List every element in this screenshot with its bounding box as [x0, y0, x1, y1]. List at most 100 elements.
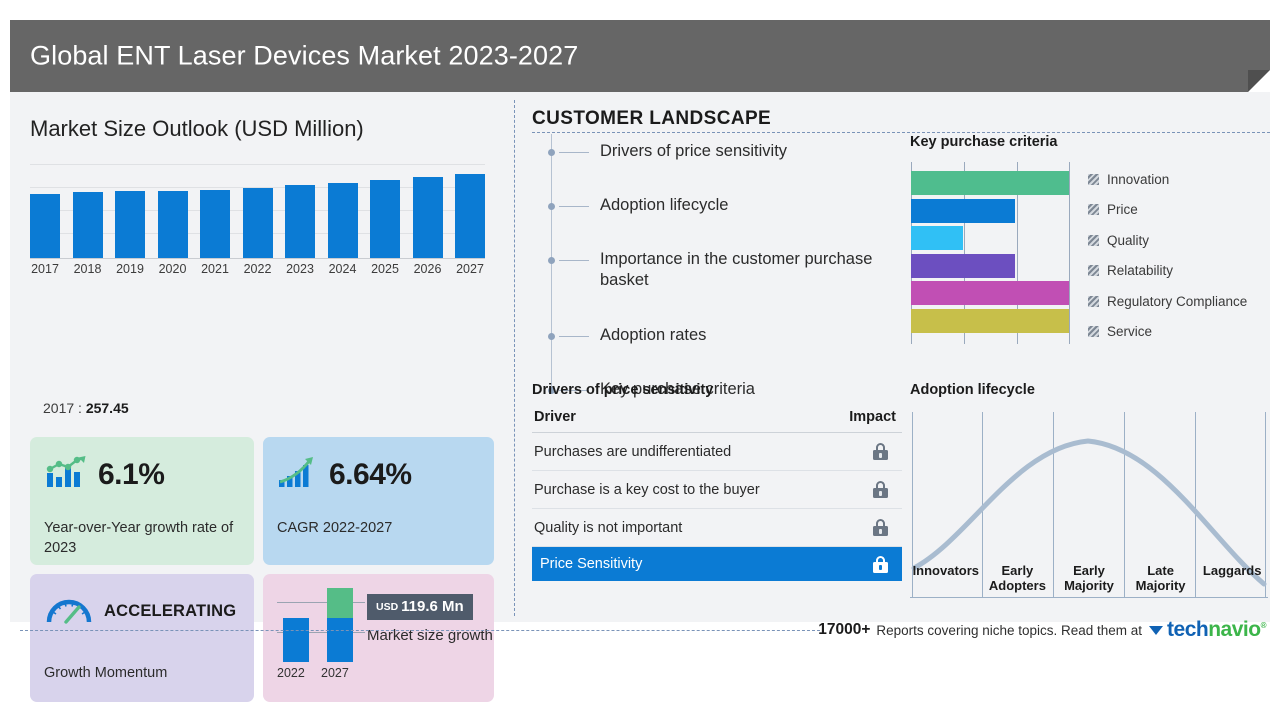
customer-landscape-title: CUSTOMER LANDSCAPE	[532, 108, 772, 129]
hatch-swatch-icon	[1088, 204, 1099, 216]
drivers-table-row[interactable]: Price Sensitivity	[532, 547, 902, 581]
list-bullet-dot	[547, 333, 555, 340]
kpc-legend-label: Regulatory Compliance	[1107, 293, 1248, 309]
lock-icon	[873, 481, 888, 498]
market-size-year-label: 2024	[328, 262, 357, 276]
list-connector-line	[559, 260, 589, 261]
yoy-stat-value: 6.1%	[98, 457, 165, 491]
bar-line-growth-icon	[44, 455, 88, 494]
drivers-table: Driver Impact Purchases are undifferenti…	[532, 409, 902, 581]
drivers-table-row[interactable]: Quality is not important	[532, 509, 902, 547]
list-bullet-dot	[547, 203, 555, 210]
adoption-stage-label: Innovators	[912, 563, 980, 579]
hatch-swatch-icon	[1088, 326, 1099, 338]
landscape-list-item[interactable]: Importance in the customer purchase bask…	[547, 246, 911, 306]
market-size-year-label: 2018	[73, 262, 102, 276]
adoption-stage-label: Late Majority	[1135, 563, 1186, 594]
market-growth-bars-icon: 2022 2027	[277, 588, 365, 680]
hatch-swatch-icon	[1088, 295, 1099, 307]
page-title: Global ENT Laser Devices Market 2023-202…	[30, 40, 579, 71]
landscape-list-item[interactable]: Key purchase criteria	[547, 376, 911, 414]
market-size-bar	[115, 190, 145, 258]
customer-landscape-list: Drivers of price sensitivity Adoption lif…	[547, 138, 911, 430]
market-size-year-label: 2027	[456, 262, 484, 276]
landscape-list-item[interactable]: Adoption lifecycle	[547, 192, 911, 230]
list-connector-line	[559, 152, 589, 153]
market-size-annotation: 2017 : 257.45	[43, 400, 129, 416]
annotation-value: 257.45	[85, 400, 129, 416]
yoy-caption: Year-over-Year growth rate of 2023	[44, 520, 234, 556]
kpc-legend-item: Relatability	[1088, 256, 1268, 287]
market-size-bar	[157, 191, 188, 258]
kpc-legend-label: Service	[1107, 324, 1153, 340]
kpc-legend-label: Relatability	[1107, 263, 1174, 279]
market-size-bar	[72, 192, 103, 258]
hatch-swatch-icon	[1088, 234, 1099, 246]
logo-navio: navio	[1208, 618, 1261, 641]
kpc-legend-item: Price	[1088, 195, 1268, 226]
bar-arrow-growth-icon	[277, 455, 319, 494]
technavio-mark-icon	[1149, 626, 1164, 635]
list-connector-line	[559, 336, 589, 337]
kpc-legend: Innovation Price Quality Relatability Regula…	[1088, 164, 1268, 347]
market-size-bar	[30, 194, 60, 258]
adoption-stage-label: Early Majority	[1064, 563, 1114, 594]
header-banner: Global ENT Laser Devices Market 2023-202…	[10, 20, 1270, 92]
market-size-year-label: 2025	[371, 262, 399, 276]
kpc-bar	[911, 171, 1069, 195]
badge-amount: 119.6 Mn	[401, 598, 464, 615]
drivers-table-header: Driver Impact	[532, 409, 902, 433]
list-bullet-dot	[547, 387, 555, 394]
drivers-table-row[interactable]: Purchase is a key cost to the buyer	[532, 471, 902, 509]
footer-text: Reports covering niche topics. Read them…	[876, 622, 1143, 638]
footer: 17000+ Reports covering niche topics. Re…	[818, 618, 1266, 642]
hatch-swatch-icon	[1088, 265, 1099, 277]
adoption-title: Adoption lifecycle	[910, 382, 1035, 398]
hatch-swatch-icon	[1088, 173, 1099, 185]
kpc-legend-item: Regulatory Compliance	[1088, 286, 1268, 317]
market-size-year-label: 2019	[116, 262, 144, 276]
drivers-title: Drivers of price sensitivity	[532, 382, 714, 398]
cagr-caption: CAGR 2022-2027	[277, 520, 393, 536]
market-size-panel: Market Size Outlook (USD Million) 2017 20…	[10, 92, 508, 702]
list-connector-line	[559, 390, 589, 391]
drivers-table-row[interactable]: Purchases are undifferentiated	[532, 433, 902, 471]
msg-axis-2027: 2027	[321, 666, 349, 680]
driver-name: Price Sensitivity	[540, 556, 643, 572]
key-purchase-criteria-chart: Key purchase criteria Innovation Price Qua…	[910, 134, 1270, 344]
report-count: 17000+	[818, 621, 871, 638]
momentum-status: ACCELERATING	[104, 602, 237, 620]
adoption-lifecycle-chart: Adoption lifecycle Innovators Early Adopte…	[910, 382, 1270, 598]
adoption-stage-label: Early Adopters	[988, 563, 1046, 594]
list-item-label: Drivers of price sensitivity	[600, 142, 788, 160]
market-size-bar	[200, 189, 230, 258]
momentum-caption: Growth Momentum	[44, 665, 168, 681]
kpc-bar	[911, 253, 1016, 278]
market-size-year-label: 2017	[31, 262, 59, 276]
technavio-logo: technavio®	[1148, 618, 1267, 642]
market-size-bars	[30, 164, 485, 258]
driver-name: Purchases are undifferentiated	[534, 443, 732, 460]
list-item-label: Key purchase criteria	[600, 380, 755, 398]
kpc-legend-item: Innovation	[1088, 164, 1268, 195]
customer-landscape-panel: CUSTOMER LANDSCAPE Drivers of price sens…	[522, 92, 1270, 622]
market-growth-badge: USD 119.6 Mn	[367, 594, 473, 620]
yoy-stat-row: 6.1%	[44, 455, 165, 494]
landscape-list-item[interactable]: Drivers of price sensitivity	[547, 138, 911, 176]
col-impact: Impact	[849, 409, 896, 425]
landscape-list-item[interactable]: Adoption rates	[547, 322, 911, 360]
market-size-year-label: 2021	[201, 262, 229, 276]
market-size-bar	[455, 174, 485, 258]
msg-axis-2022: 2022	[277, 666, 305, 680]
market-size-bar	[327, 183, 358, 258]
market-size-bar	[412, 177, 443, 258]
kpc-bar	[911, 198, 1016, 223]
kpc-bar	[911, 281, 1069, 305]
lock-icon	[873, 519, 888, 536]
adoption-stage-label: Laggards	[1202, 563, 1262, 579]
kpc-title: Key purchase criteria	[910, 134, 1058, 150]
list-item-label: Adoption rates	[600, 326, 707, 344]
market-size-bar	[285, 185, 315, 258]
kpc-plot-area	[910, 162, 1070, 344]
market-growth-caption: Market size growth	[367, 627, 493, 644]
